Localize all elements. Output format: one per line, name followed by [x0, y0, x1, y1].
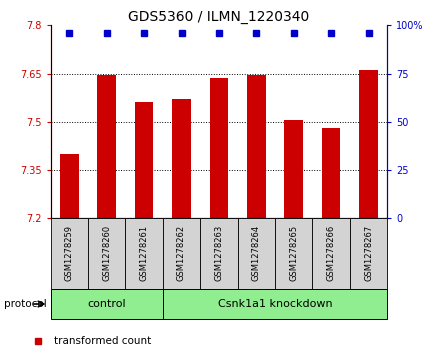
Text: GSM1278267: GSM1278267 — [364, 225, 373, 281]
Bar — [284, 120, 303, 218]
Bar — [51, 218, 88, 289]
Bar — [247, 75, 266, 218]
Bar — [97, 75, 116, 218]
Text: GSM1278264: GSM1278264 — [252, 225, 261, 281]
Text: Csnk1a1 knockdown: Csnk1a1 knockdown — [218, 299, 332, 309]
Bar — [172, 98, 191, 218]
Text: GSM1278259: GSM1278259 — [65, 225, 74, 281]
Text: GSM1278263: GSM1278263 — [214, 225, 224, 281]
Bar — [163, 218, 200, 289]
Bar — [275, 218, 312, 289]
Bar — [163, 289, 387, 319]
Bar — [60, 154, 79, 218]
Text: GSM1278266: GSM1278266 — [326, 225, 336, 281]
Text: control: control — [88, 299, 126, 309]
Bar — [88, 218, 125, 289]
Bar — [135, 102, 154, 218]
Bar — [350, 218, 387, 289]
Title: GDS5360 / ILMN_1220340: GDS5360 / ILMN_1220340 — [128, 11, 309, 24]
Bar — [200, 218, 238, 289]
Text: protocol: protocol — [4, 299, 47, 309]
Bar — [312, 218, 350, 289]
Text: transformed count: transformed count — [54, 337, 151, 346]
Bar — [209, 78, 228, 218]
Text: GSM1278262: GSM1278262 — [177, 225, 186, 281]
Bar — [125, 218, 163, 289]
Bar — [322, 128, 341, 218]
Bar — [238, 218, 275, 289]
Text: GSM1278260: GSM1278260 — [102, 225, 111, 281]
Bar — [359, 70, 378, 218]
Text: GSM1278265: GSM1278265 — [289, 225, 298, 281]
Bar — [51, 289, 163, 319]
Text: GSM1278261: GSM1278261 — [139, 225, 149, 281]
